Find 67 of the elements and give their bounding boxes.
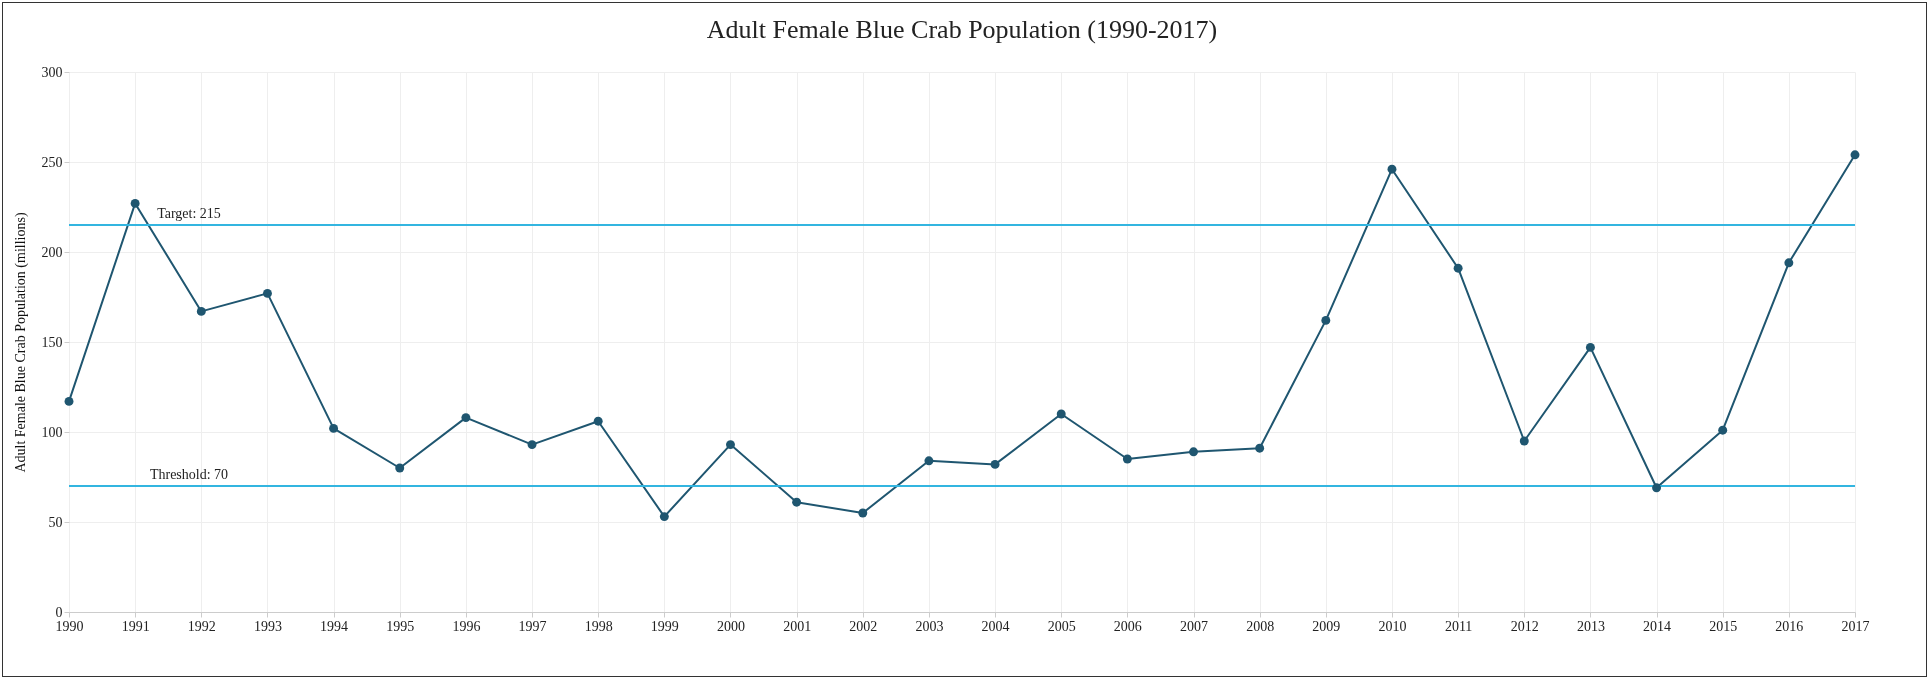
point	[395, 463, 405, 473]
point	[659, 512, 669, 522]
point	[1519, 436, 1529, 446]
x-tick-label: 2017	[1841, 618, 1870, 634]
point	[792, 497, 802, 507]
x-tick-label: 1994	[320, 618, 349, 634]
x-tick-label: 1992	[187, 618, 216, 634]
point	[990, 459, 1000, 469]
x-tick-label: 1997	[518, 618, 547, 634]
x-tick-label: 2000	[716, 618, 745, 634]
point	[1850, 150, 1860, 160]
x-tick-label: 1990	[55, 618, 84, 634]
point	[1255, 443, 1265, 453]
x-tick-label: 1991	[121, 618, 150, 634]
ref-line-label: Threshold: 70	[149, 467, 229, 482]
y-axis-title: Adult Female Blue Crab Population (millions)	[12, 212, 29, 473]
point	[1453, 263, 1463, 273]
x-tick-label: 1996	[452, 618, 481, 634]
y-tick-label: 100	[41, 424, 63, 440]
x-tick-label: 2002	[849, 618, 878, 634]
point	[1784, 258, 1794, 268]
point	[726, 440, 735, 450]
y-tick-label: 250	[41, 154, 63, 170]
x-tick-label: 2007	[1180, 618, 1209, 634]
x-tick-label: 2015	[1709, 618, 1738, 634]
y-tick-label: 0	[55, 604, 63, 620]
point	[1122, 454, 1132, 464]
chart-title: Adult Female Blue Crab Population (1990-2017)	[706, 15, 1218, 44]
x-tick-label: 1993	[253, 618, 282, 634]
y-tick-label: 300	[41, 64, 63, 80]
point	[593, 416, 603, 426]
x-tick-label: 2003	[915, 618, 944, 634]
x-tick-label: 2010	[1378, 618, 1407, 634]
point	[1652, 483, 1662, 493]
y-tick-label: 200	[41, 244, 63, 260]
x-tick-label: 2014	[1643, 618, 1672, 634]
point	[64, 396, 74, 406]
point	[1189, 447, 1198, 457]
point	[1056, 409, 1066, 419]
point	[130, 198, 140, 208]
point	[1718, 425, 1728, 435]
x-tick-label: 2016	[1775, 618, 1804, 634]
point	[262, 288, 272, 298]
x-tick-label: 2004	[981, 618, 1010, 634]
x-tick-label: 2008	[1246, 618, 1275, 634]
ref-line-label: Target: 215	[157, 206, 221, 221]
point	[461, 413, 471, 423]
point	[858, 508, 868, 518]
point	[196, 306, 206, 316]
x-tick-label: 2011	[1444, 618, 1473, 634]
x-tick-label: 1999	[650, 618, 679, 634]
point	[1387, 164, 1397, 174]
point	[924, 456, 934, 466]
x-tick-label: 2009	[1312, 618, 1341, 634]
x-tick-label: 2006	[1113, 618, 1142, 634]
x-tick-label: 2005	[1047, 618, 1076, 634]
x-tick-label: 2012	[1510, 618, 1539, 634]
point	[527, 440, 537, 450]
point	[1321, 315, 1331, 325]
y-tick-label: 150	[41, 334, 63, 350]
x-tick-label: 2013	[1576, 618, 1605, 634]
x-tick-label: 2001	[783, 618, 812, 634]
x-tick-label: 1998	[584, 618, 613, 634]
point	[329, 423, 339, 433]
x-tick-label: 1995	[386, 618, 415, 634]
point	[1585, 342, 1595, 352]
y-tick-label: 50	[48, 514, 63, 530]
